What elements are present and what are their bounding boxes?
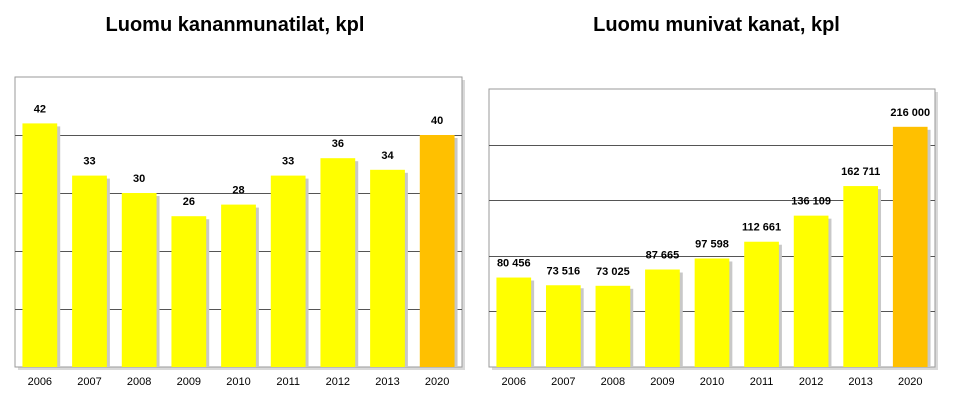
x-tick-label-2012: 2012 xyxy=(326,376,350,388)
bar-2008 xyxy=(595,285,631,367)
x-tick-label-2007: 2007 xyxy=(77,376,101,388)
data-label-2006: 42 xyxy=(34,103,46,115)
data-label-2013: 162 711 xyxy=(841,166,880,178)
bar-2013 xyxy=(843,186,879,367)
x-tick-label-2008: 2008 xyxy=(127,376,151,388)
chart-hens: Luomu munivat kanat, kpl 80 456 2006 73 51… xyxy=(480,0,953,404)
data-label-2020: 216 000 xyxy=(890,107,930,119)
bar-2006 xyxy=(22,123,58,368)
x-tick-label-2011: 2011 xyxy=(276,376,300,388)
data-label-2006: 80 456 xyxy=(497,258,531,270)
bar-2011 xyxy=(744,241,779,367)
data-label-2009: 26 xyxy=(183,196,195,208)
bar-2009 xyxy=(171,216,207,367)
x-tick-label-2010: 2010 xyxy=(700,376,724,388)
chart-hens-plot: 80 456 2006 73 516 2007 73 025 2008 87 665 2009… xyxy=(488,88,938,388)
bar-2007 xyxy=(545,285,581,367)
x-tick-label-2020: 2020 xyxy=(425,376,449,388)
x-tick-label-2009: 2009 xyxy=(177,376,201,388)
data-label-2008: 30 xyxy=(133,173,145,185)
x-tick-label-2013: 2013 xyxy=(848,376,872,388)
data-label-2012: 136 109 xyxy=(791,196,831,208)
data-label-2010: 28 xyxy=(232,185,244,197)
data-label-2007: 33 xyxy=(83,156,95,168)
data-label-2010: 97 598 xyxy=(695,238,729,250)
x-tick-label-2006: 2006 xyxy=(28,376,52,388)
x-tick-label-2006: 2006 xyxy=(502,376,526,388)
x-tick-label-2020: 2020 xyxy=(898,376,922,388)
x-tick-label-2009: 2009 xyxy=(650,376,674,388)
chart-title: Luomu kananmunatilat, kpl xyxy=(105,14,365,36)
bar-2007 xyxy=(72,175,107,367)
bar-2008 xyxy=(121,193,157,367)
chart-farms: Luomu kananmunatilat, kpl 42 2006 33 2007 30… xyxy=(0,0,470,404)
data-label-2011: 112 661 xyxy=(742,222,781,234)
bar-2020 xyxy=(892,126,928,367)
chart-farms-plot: 42 2006 33 2007 30 2008 26 2009 28 2010 33 2011 36 20… xyxy=(14,76,465,388)
chart-title: Luomu munivat kanat, kpl xyxy=(593,14,840,36)
bar-2010 xyxy=(221,204,256,367)
x-tick-label-2007: 2007 xyxy=(551,376,575,388)
bar-2012 xyxy=(320,158,356,367)
x-tick-label-2010: 2010 xyxy=(226,376,250,388)
data-label-2011: 33 xyxy=(282,156,294,168)
data-label-2009: 87 665 xyxy=(646,250,680,262)
data-label-2008: 73 025 xyxy=(596,266,630,278)
data-label-2020: 40 xyxy=(431,115,443,127)
data-label-2007: 73 516 xyxy=(547,265,581,277)
bar-2020 xyxy=(419,135,455,367)
x-tick-label-2011: 2011 xyxy=(750,376,774,388)
bar-2010 xyxy=(694,258,730,367)
data-label-2012: 36 xyxy=(332,138,344,150)
x-tick-label-2012: 2012 xyxy=(799,376,823,388)
x-tick-label-2008: 2008 xyxy=(601,376,625,388)
bar-2006 xyxy=(496,277,532,367)
bar-2011 xyxy=(270,175,306,367)
bar-2012 xyxy=(793,215,829,367)
bar-2009 xyxy=(645,269,680,367)
x-tick-label-2013: 2013 xyxy=(375,376,399,388)
data-label-2013: 34 xyxy=(381,150,394,162)
bar-2013 xyxy=(370,169,405,367)
